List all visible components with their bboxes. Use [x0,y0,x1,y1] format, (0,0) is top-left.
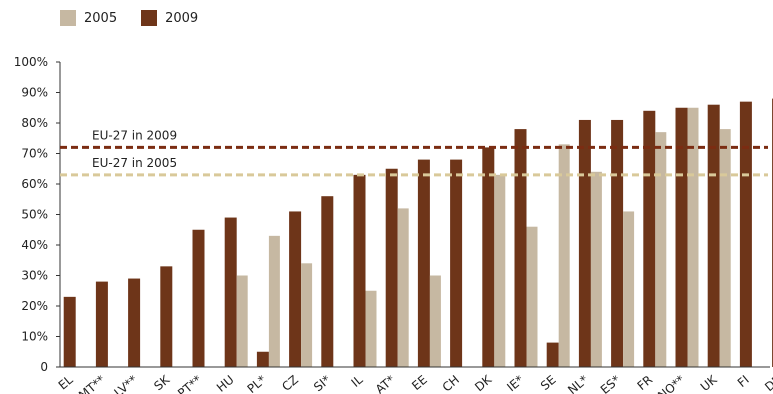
x-tick-label: CZ [279,373,301,394]
bar-2005-DK [494,175,505,367]
x-tick-label: NL* [565,373,591,394]
bar-2009-LV** [128,279,140,367]
bar-2005-NL* [591,172,602,367]
bar-2005-EE [430,276,441,368]
x-tick-label: NO** [655,373,687,394]
x-tick-label: EE [409,373,430,393]
y-tick-label: 20% [21,299,48,313]
x-tick-label: LV** [111,373,140,394]
bar-2009-HU [225,218,237,367]
bar-2009-FR [643,111,655,367]
bar-2005-IL [366,291,377,367]
x-tick-label: MT** [76,373,108,394]
bar-2005-UK [720,129,731,367]
bar-2009-MT** [96,282,108,367]
x-tick-label: IE* [504,373,526,394]
bar-2009-CH [450,160,462,367]
x-tick-label: IL [349,372,366,389]
x-tick-label: DK [472,372,495,394]
x-tick-label: ES* [598,373,623,394]
bar-2009-PL* [257,352,269,367]
bar-2009-EL [64,297,76,367]
x-tick-label: UK [698,372,721,394]
y-tick-label: 10% [21,330,48,344]
bar-2005-SE [559,144,570,367]
y-tick-label: 100% [14,55,48,69]
bar-2009-ES* [611,120,623,367]
bar-2009-CZ [289,211,301,367]
bar-2009-PT** [193,230,205,367]
bar-2009-NL* [579,120,591,367]
bar-2005-CZ [301,263,312,367]
bar-2009-SK [160,266,172,367]
bar-2009-EE [418,160,430,367]
bar-2009-DK [482,147,494,367]
x-tick-label: CH [440,373,462,394]
x-tick-label: SE [538,373,559,393]
y-tick-label: 90% [21,86,48,100]
y-tick-label: 50% [21,208,48,222]
bar-2005-IE* [527,227,538,367]
bar-2009-AT* [386,169,398,367]
bar-2009-SI* [321,196,333,367]
bar-2009-SE [547,343,559,367]
x-tick-label: SI* [311,373,333,394]
bar-2009-FI [740,102,752,367]
bar-2009-IE* [515,129,527,367]
x-tick-label: SK [151,372,173,393]
x-tick-label: FR [635,373,656,394]
x-tick-label: EL [56,372,76,392]
x-tick-label: DE [762,373,773,394]
x-axis: EL MT** LV** SK PT** HU PL* CZ SI* IL AT* EE CH DK IE*… [56,367,773,394]
bar-2005-HU [237,276,248,368]
y-tick-label: 60% [21,177,48,191]
x-tick-label: AT* [373,373,398,394]
x-tick-label: PT** [175,373,204,394]
y-tick-label: 30% [21,269,48,283]
bar-2009-UK [708,105,720,367]
reference-line-label-0: EU-27 in 2009 [92,128,177,142]
bar-2005-FR [655,132,666,367]
bar-2005-PL* [269,236,280,367]
y-tick-label: 70% [21,147,48,161]
bar-2005-ES* [623,211,634,367]
x-tick-label: FI [735,373,752,390]
x-tick-label: HU [214,373,237,394]
y-tick-label: 80% [21,116,48,130]
bar-2009-IL [354,175,366,367]
x-tick-label: PL* [245,373,269,394]
y-axis: 0 10% 20% 30% 40% 50% 60% 70% 80% 90% 100% [14,55,60,374]
bar-2005-AT* [398,208,409,367]
y-tick-label: 40% [21,238,48,252]
y-tick-label: 0 [40,360,48,374]
reference-line-label-1: EU-27 in 2005 [92,156,177,170]
